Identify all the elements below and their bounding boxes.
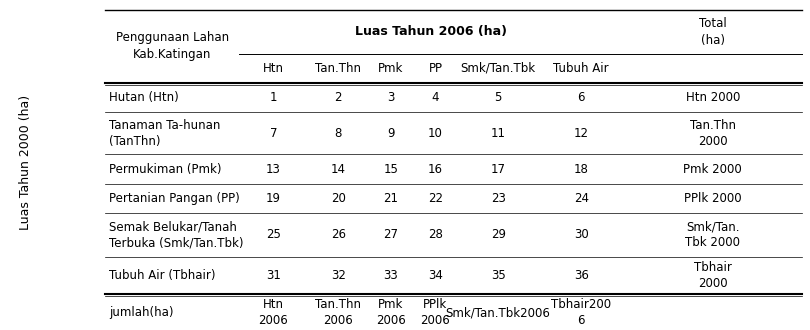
Text: Tbhair200
6: Tbhair200 6	[551, 298, 612, 327]
Text: 1: 1	[270, 91, 277, 104]
Text: Permukiman (Pmk): Permukiman (Pmk)	[109, 162, 222, 176]
Text: 3: 3	[387, 91, 394, 104]
Text: Smk/Tan.Tbk: Smk/Tan.Tbk	[461, 62, 535, 75]
Text: 11: 11	[491, 127, 505, 140]
Text: 18: 18	[573, 162, 589, 176]
Text: Htn 2000: Htn 2000	[685, 91, 740, 104]
Text: Total
(ha): Total (ha)	[699, 17, 727, 47]
Text: Pmk: Pmk	[378, 62, 403, 75]
Text: 35: 35	[491, 269, 505, 282]
Text: Htn
2006: Htn 2006	[258, 298, 288, 327]
Text: Smk/Tan.Tbk2006: Smk/Tan.Tbk2006	[446, 306, 551, 319]
Text: 4: 4	[432, 91, 439, 104]
Text: Tan.Thn
2000: Tan.Thn 2000	[690, 119, 735, 148]
Text: Tan.Thn
2006: Tan.Thn 2006	[315, 298, 361, 327]
Text: Tubuh Air: Tubuh Air	[553, 62, 609, 75]
Text: 21: 21	[383, 192, 399, 205]
Text: 16: 16	[428, 162, 443, 176]
Text: 34: 34	[428, 269, 443, 282]
Text: Luas Tahun 2000 (ha): Luas Tahun 2000 (ha)	[19, 95, 32, 230]
Text: Tan.Thn: Tan.Thn	[315, 62, 361, 75]
Text: jumlah(ha): jumlah(ha)	[109, 306, 174, 319]
Text: Pmk 2000: Pmk 2000	[684, 162, 742, 176]
Text: Pmk
2006: Pmk 2006	[376, 298, 406, 327]
Text: 25: 25	[266, 228, 281, 241]
Text: Penggunaan Lahan
Kab.Katingan: Penggunaan Lahan Kab.Katingan	[116, 31, 228, 61]
Text: 31: 31	[266, 269, 281, 282]
Text: PP: PP	[428, 62, 442, 75]
Text: 7: 7	[270, 127, 277, 140]
Text: 10: 10	[428, 127, 443, 140]
Text: 26: 26	[330, 228, 346, 241]
Text: 9: 9	[387, 127, 394, 140]
Text: Htn: Htn	[263, 62, 284, 75]
Text: 5: 5	[494, 91, 502, 104]
Text: Pertanian Pangan (PP): Pertanian Pangan (PP)	[109, 192, 240, 205]
Text: 2: 2	[335, 91, 342, 104]
Text: Smk/Tan.
Tbk 2000: Smk/Tan. Tbk 2000	[685, 220, 740, 249]
Text: Tbhair
2000: Tbhair 2000	[694, 261, 731, 290]
Text: 27: 27	[383, 228, 399, 241]
Text: 15: 15	[383, 162, 399, 176]
Text: 14: 14	[330, 162, 346, 176]
Text: 22: 22	[428, 192, 443, 205]
Text: 36: 36	[573, 269, 589, 282]
Text: 28: 28	[428, 228, 443, 241]
Text: Tubuh Air (Tbhair): Tubuh Air (Tbhair)	[109, 269, 215, 282]
Text: 19: 19	[266, 192, 281, 205]
Text: 20: 20	[330, 192, 346, 205]
Text: 29: 29	[491, 228, 505, 241]
Text: 32: 32	[330, 269, 346, 282]
Text: PPlk 2000: PPlk 2000	[684, 192, 742, 205]
Text: 8: 8	[335, 127, 342, 140]
Text: 30: 30	[573, 228, 589, 241]
Text: 23: 23	[491, 192, 505, 205]
Text: 33: 33	[383, 269, 399, 282]
Text: 24: 24	[573, 192, 589, 205]
Text: Tanaman Ta-hunan
(TanThn): Tanaman Ta-hunan (TanThn)	[109, 119, 220, 148]
Text: 12: 12	[573, 127, 589, 140]
Text: 13: 13	[266, 162, 281, 176]
Text: Hutan (Htn): Hutan (Htn)	[109, 91, 179, 104]
Text: Luas Tahun 2006 (ha): Luas Tahun 2006 (ha)	[356, 25, 507, 38]
Text: PPlk
2006: PPlk 2006	[420, 298, 450, 327]
Text: 17: 17	[491, 162, 505, 176]
Text: Semak Belukar/Tanah
Terbuka (Smk/Tan.Tbk): Semak Belukar/Tanah Terbuka (Smk/Tan.Tbk…	[109, 220, 244, 249]
Text: 6: 6	[578, 91, 585, 104]
